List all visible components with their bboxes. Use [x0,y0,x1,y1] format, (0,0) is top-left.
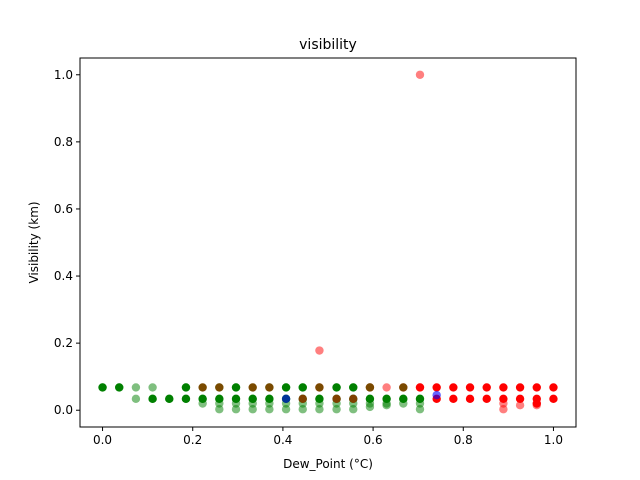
scatter-point [215,405,224,414]
y-tick-label: 0.6 [54,202,73,216]
scatter-point [365,402,375,412]
scatter-point [298,383,307,392]
scatter-point [248,383,257,392]
scatter-point [382,401,391,410]
scatter-point [415,394,425,404]
scatter-point [449,394,458,404]
plot-marks [98,70,558,414]
x-axis-ticks: 0.0 0.2 0.4 0.6 0.8 1.0 [93,427,563,447]
y-axis-label: Visibility (km) [27,201,41,283]
y-tick-label: 0.0 [54,403,73,417]
scatter-point [315,405,324,414]
scatter-point [265,394,274,404]
scatter-point [415,383,425,392]
scatter-point [365,383,375,392]
scatter-point [231,383,241,392]
y-tick-label: 1.0 [54,68,73,82]
scatter-point [115,383,124,392]
scatter-point [281,383,291,392]
scatter-point [332,383,341,392]
scatter-point [231,405,241,414]
scatter-point [449,383,458,392]
scatter-point [298,394,307,404]
scatter-point [432,383,441,392]
scatter-point [165,394,174,404]
scatter-point [215,394,224,404]
scatter-point [399,383,408,392]
scatter-point [332,405,341,414]
scatter-point [248,394,257,404]
x-tick-label: 1.0 [544,433,563,447]
scatter-point [465,394,475,404]
x-tick-label: 0.8 [454,433,473,447]
scatter-point [499,383,508,392]
scatter-point [482,383,491,392]
scatter-point [248,405,257,414]
scatter-point [365,394,375,404]
scatter-point [499,394,508,404]
scatter-point [465,383,475,392]
scatter-point [515,394,525,404]
scatter-point [215,383,224,392]
scatter-point [349,394,358,404]
scatter-point [231,394,241,404]
scatter-point [315,346,324,355]
scatter-point [281,394,291,404]
y-tick-label: 0.8 [54,135,73,149]
scatter-point [532,399,541,408]
scatter-point [399,394,408,404]
scatter-point [349,405,358,414]
plot-frame [79,57,577,428]
scatter-point [482,394,491,404]
y-tick-label: 0.4 [54,269,73,283]
scatter-point [198,383,207,392]
chart-title: visibility [299,37,357,53]
scatter-point [549,383,558,392]
scatter-point [265,405,274,414]
y-axis-ticks: 0.0 0.2 0.4 0.6 0.8 1.0 [54,68,80,417]
x-tick-label: 0.2 [183,433,202,447]
scatter-point [382,394,391,404]
scatter-point [349,383,358,392]
scatter-point [198,394,207,404]
x-tick-label: 0.4 [273,433,292,447]
x-axis-label: Dew_Point (°C) [283,457,373,471]
scatter-point [432,390,441,400]
scatter-point [382,383,391,392]
scatter-point [131,394,141,404]
scatter-point [181,394,191,404]
scatter-point [281,405,291,414]
scatter-point [415,70,425,79]
scatter-point [532,383,541,392]
scatter-point [415,405,425,414]
scatter-point [315,383,324,392]
x-tick-label: 0.6 [364,433,383,447]
scatter-point [148,394,157,404]
scatter-point [332,394,341,404]
scatter-point [181,383,191,392]
scatter-point [265,383,274,392]
scatter-point [549,394,558,404]
scatter-point [131,383,141,392]
scatter-point [298,405,307,414]
scatter-point [98,383,107,392]
scatter-point [515,401,525,410]
x-tick-label: 0.0 [93,433,112,447]
scatter-point [148,383,157,392]
y-tick-label: 0.2 [54,336,73,350]
scatter-point [315,394,324,404]
scatter-point [515,383,525,392]
